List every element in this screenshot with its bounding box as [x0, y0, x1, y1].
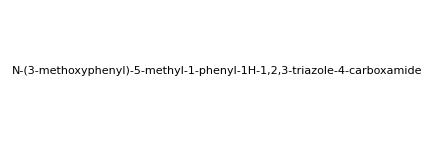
Text: N-(3-methoxyphenyl)-5-methyl-1-phenyl-1H-1,2,3-triazole-4-carboxamide: N-(3-methoxyphenyl)-5-methyl-1-phenyl-1H…	[12, 66, 422, 76]
